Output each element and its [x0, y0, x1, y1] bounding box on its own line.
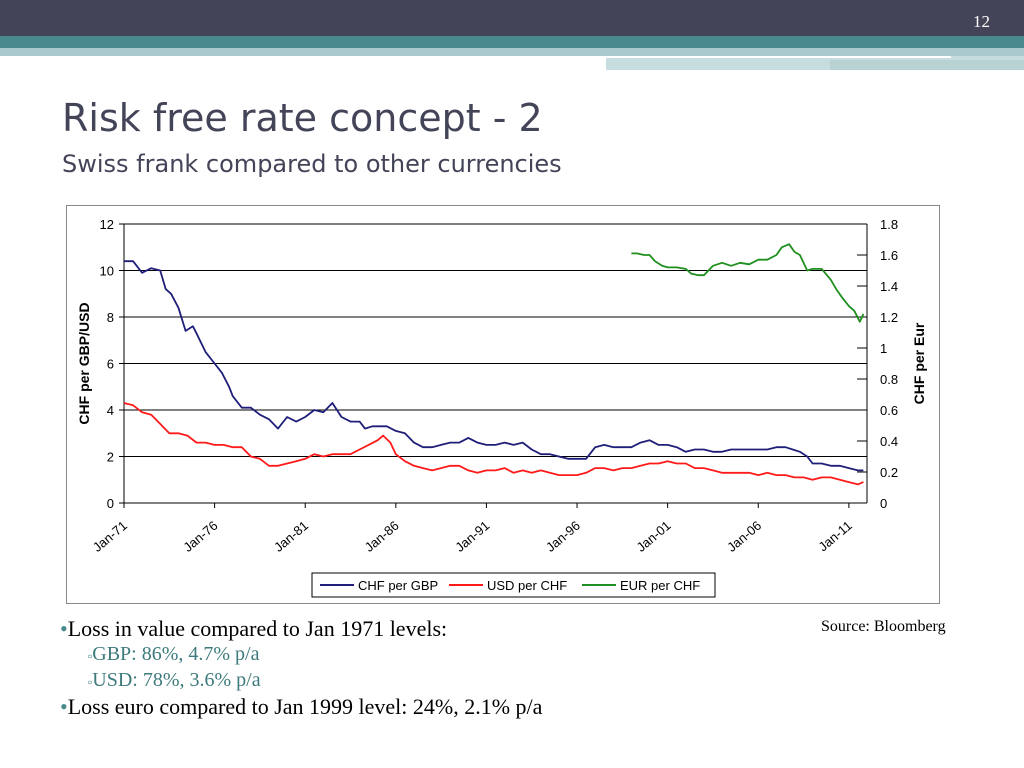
legend-label: USD per CHF: [487, 578, 567, 593]
y2-tick-label: 1.8: [880, 217, 898, 232]
x-tick-label: Jan-81: [271, 518, 311, 555]
slide-number: 12: [973, 12, 990, 31]
x-tick-label: Jan-91: [452, 518, 492, 555]
header-band-light: [0, 48, 1024, 56]
y2-tick-label: 0.8: [880, 372, 898, 387]
x-tick-label: Jan-96: [543, 518, 583, 555]
x-tick-label: Jan-76: [180, 518, 220, 555]
x-tick-label: Jan-11: [815, 518, 854, 554]
header-bar: [0, 0, 1024, 36]
bullet-item: •Loss euro compared to Jan 1999 level: 2…: [60, 694, 543, 719]
y-tick-label: 6: [107, 357, 114, 372]
x-tick-label: Jan-71: [90, 518, 130, 555]
y-tick-label: 4: [107, 403, 114, 418]
y2-tick-label: 0.2: [880, 465, 898, 480]
sub-bullet-text: GBP: 86%, 4.7% p/a: [92, 643, 260, 665]
series-line-chf-per-gbp: [124, 260, 864, 472]
series-line-usd-per-chf: [123, 402, 864, 486]
x-tick-label: Jan-01: [633, 518, 673, 555]
y2-tick-label: 1.6: [880, 248, 898, 263]
header-divider: [606, 56, 951, 58]
y-axis-title: CHF per GBP/USD: [76, 302, 92, 424]
sub-bullet-text: USD: 78%, 3.6% p/a: [92, 669, 261, 691]
y-tick-label: 2: [107, 450, 114, 465]
y2-tick-label: 0.6: [880, 403, 898, 418]
currency-chart: 0 2 4 6 8 10 12 0 0.2 0.4 0.6 0.8 1 1.2 1.4 1.6 1.8 Jan-7…: [76, 217, 927, 598]
y-tick-label: 0: [107, 496, 114, 511]
header-band-accent-2: [830, 60, 1024, 70]
source-note: Source: Bloomberg: [821, 618, 946, 635]
y2-axis-title: CHF per Eur: [911, 322, 927, 404]
y2-tick-label: 0.4: [880, 434, 898, 449]
slide-title: Risk free rate concept - 2: [62, 96, 543, 140]
bullet-text: Loss euro compared to Jan 1999 level: 24…: [67, 694, 543, 719]
bullet-text: Loss in value compared to Jan 1971 level…: [67, 616, 448, 641]
chart-frame: 0 2 4 6 8 10 12 0 0.2 0.4 0.6 0.8 1 1.2 1.4 1.6 1.8 Jan-7…: [66, 205, 940, 604]
bullet-list: •Loss in value compared to Jan 1971 leve…: [60, 616, 542, 720]
y2-tick-label: 1: [880, 341, 887, 356]
legend-label: EUR per CHF: [620, 578, 700, 593]
y2-tick-label: 0: [880, 496, 887, 511]
x-tick-label: Jan-86: [362, 518, 402, 555]
y-tick-label: 10: [100, 264, 114, 279]
sub-bullet-item: ▫GBP: 86%, 4.7% p/a: [88, 643, 260, 665]
bullet-item: •Loss in value compared to Jan 1971 leve…: [60, 616, 448, 641]
sub-bullet-item: ▫USD: 78%, 3.6% p/a: [88, 669, 261, 691]
legend-box: [311, 572, 716, 598]
y-tick-label: 12: [100, 217, 114, 232]
series-line-eur-per-chf: [631, 243, 865, 323]
legend-label: CHF per GBP: [358, 578, 438, 593]
x-tick-label: Jan-06: [724, 518, 764, 555]
y-tick-label: 8: [107, 310, 114, 325]
y2-tick-label: 1.2: [880, 310, 898, 325]
slide-subtitle: Swiss frank compared to other currencies: [62, 150, 562, 178]
y2-tick-label: 1.4: [880, 279, 898, 294]
header-band: [0, 36, 1024, 48]
